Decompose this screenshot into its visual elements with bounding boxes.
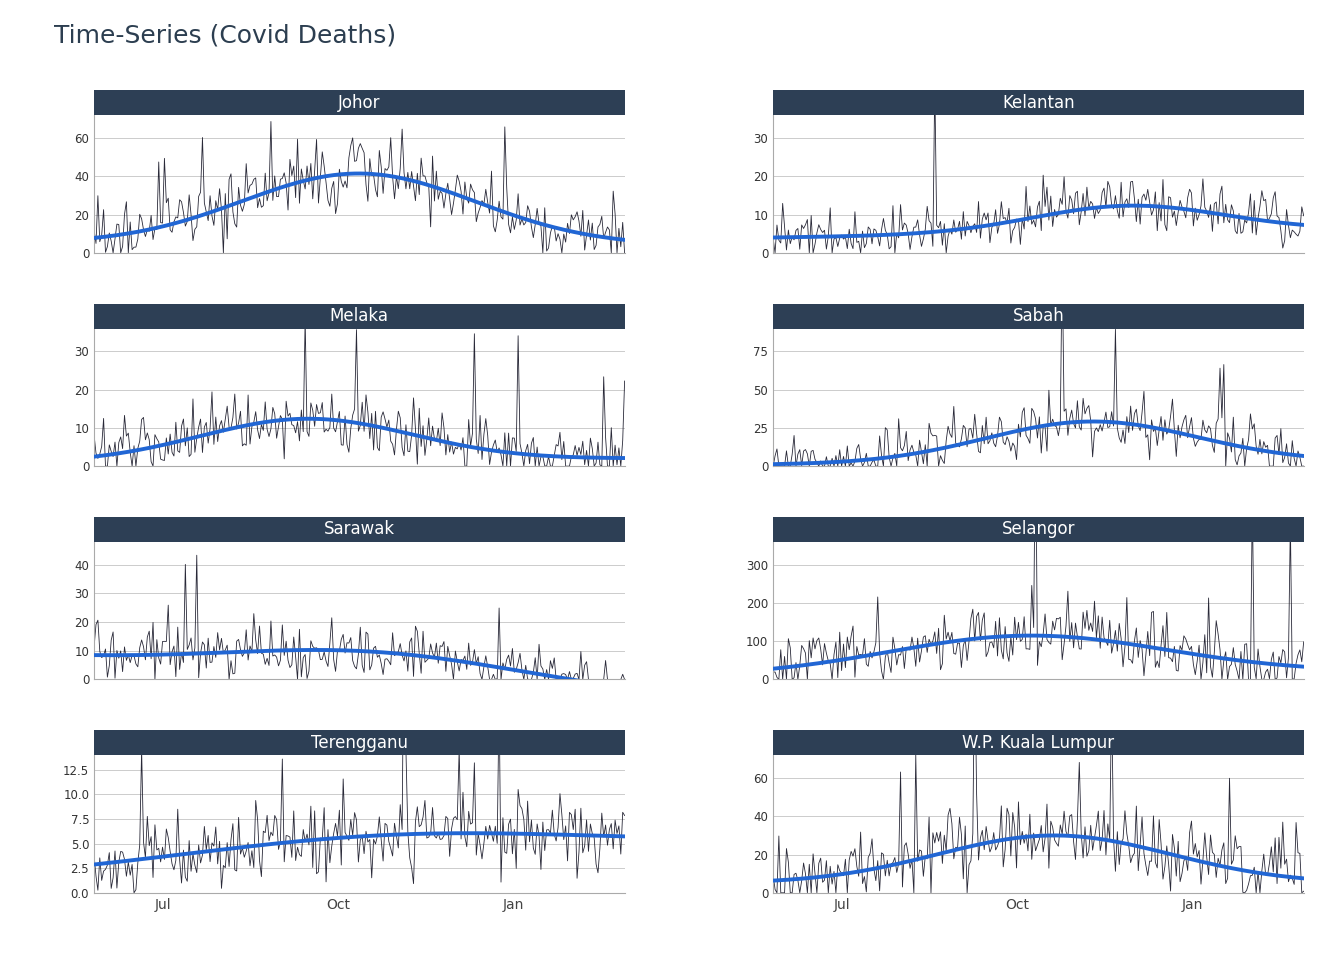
FancyBboxPatch shape xyxy=(94,731,625,756)
FancyBboxPatch shape xyxy=(94,303,625,328)
Text: Time-Series (Covid Deaths): Time-Series (Covid Deaths) xyxy=(54,24,396,48)
FancyBboxPatch shape xyxy=(773,303,1304,328)
FancyBboxPatch shape xyxy=(94,517,625,541)
FancyBboxPatch shape xyxy=(94,90,625,115)
FancyBboxPatch shape xyxy=(773,731,1304,756)
FancyBboxPatch shape xyxy=(773,517,1304,541)
Text: W.P. Kuala Lumpur: W.P. Kuala Lumpur xyxy=(962,733,1114,752)
Text: Sarawak: Sarawak xyxy=(324,520,395,539)
Text: Selangor: Selangor xyxy=(1001,520,1075,539)
Text: Terengganu: Terengganu xyxy=(310,733,407,752)
Text: Kelantan: Kelantan xyxy=(1003,94,1075,111)
Text: Johor: Johor xyxy=(339,94,380,111)
FancyBboxPatch shape xyxy=(773,90,1304,115)
Text: Sabah: Sabah xyxy=(1012,307,1064,325)
Text: Melaka: Melaka xyxy=(329,307,388,325)
